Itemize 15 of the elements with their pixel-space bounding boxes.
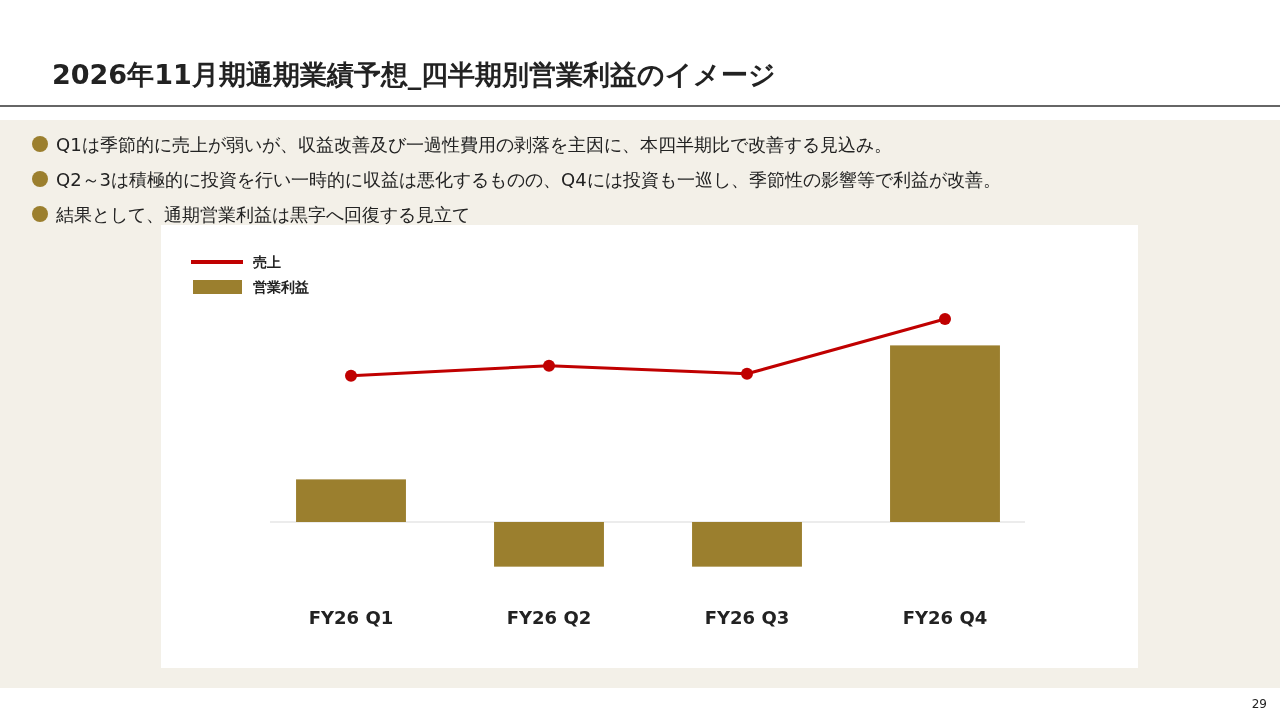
point: [543, 359, 555, 372]
x-tick-label: FY26 Q4: [902, 607, 988, 628]
point: [939, 313, 951, 325]
text: Q1は季節的に売上が弱いが、収益改善及び一過性費用の剥落を主因に、本四半期比で改善する見込み。: [56, 134, 892, 155]
point: [345, 369, 357, 382]
text: 結果として、通期営業利益は黒字へ回復する見立て: [55, 204, 470, 225]
legend-label: 売上: [253, 254, 281, 270]
text: 29: [1251, 697, 1267, 711]
text: Q2～3は積極的に投資を行い一時的に収益は悪化するものの、Q4には投資も一巡し、季節性の影響等で利益が改善。: [56, 169, 1001, 190]
point: [741, 367, 753, 380]
x-tick-label: FY26 Q3: [704, 607, 790, 628]
x-tick-label: FY26 Q2: [506, 607, 592, 628]
x-tick-label: FY26 Q1: [308, 607, 394, 628]
chart-title: 2026年11月期通期業績予想_四半期別営業利益のイメージ: [52, 59, 777, 90]
legend-label: 営業利益: [253, 279, 309, 295]
